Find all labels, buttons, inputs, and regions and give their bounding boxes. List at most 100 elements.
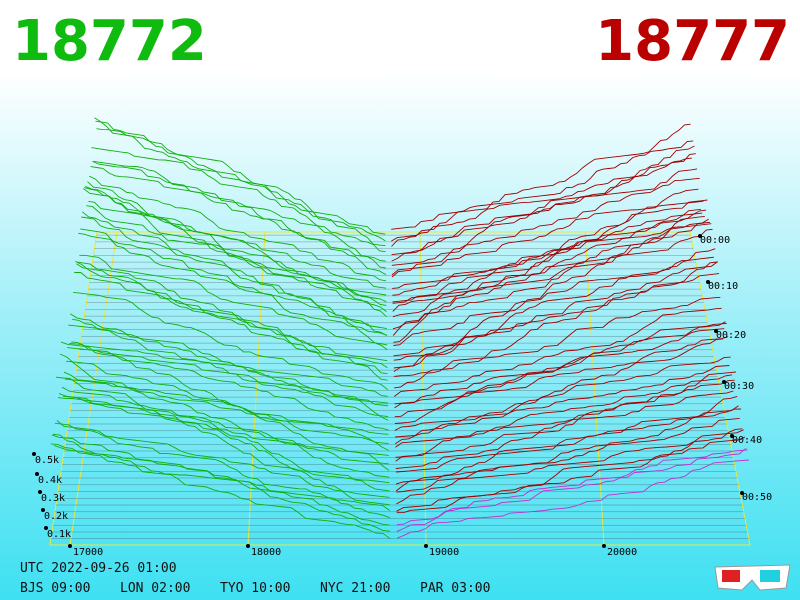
- tick-dot: [714, 329, 718, 333]
- 3d-glasses-icon: [714, 564, 791, 591]
- time-label: 00:20: [716, 330, 746, 341]
- ask-depth-line: [391, 140, 694, 247]
- tick-dot: [740, 491, 744, 495]
- price-label: 17000: [73, 547, 103, 558]
- ask-depth-line: [395, 365, 730, 438]
- ask-depth-line: [395, 374, 733, 448]
- ask-depth-line: [392, 208, 701, 289]
- ask-depth-line: [396, 429, 744, 512]
- zone-time: PAR 03:00: [420, 581, 490, 596]
- tick-dot: [722, 380, 726, 384]
- red-lens: [722, 570, 740, 582]
- ask-depth-line: [391, 153, 696, 262]
- bid-depth-line: [54, 422, 390, 511]
- ask-depth-line: [391, 188, 699, 276]
- tick-dot: [68, 544, 72, 548]
- bid-depth-line: [50, 443, 391, 540]
- ask-price: 18777: [595, 9, 790, 74]
- bid-depth-line: [94, 117, 386, 247]
- ask-depth-line: [391, 177, 700, 278]
- ask-depth-line: [391, 145, 695, 256]
- depth-label: 0.5k: [35, 455, 59, 466]
- bid-depth-line: [90, 166, 387, 276]
- bid-depth-line: [79, 254, 388, 346]
- bid-depth-line: [68, 324, 389, 421]
- bid-depth-line: [73, 291, 388, 390]
- bid-depth-line: [80, 228, 388, 336]
- bid-depth-line: [95, 120, 386, 242]
- bid-depth-line: [67, 347, 389, 431]
- ask-depth-line: [394, 336, 729, 431]
- bid-depth-line: [84, 187, 387, 312]
- ask-depth-line: [392, 209, 707, 312]
- bid-depth-line: [92, 160, 386, 262]
- tick-dot: [698, 234, 702, 238]
- bid-depth-line: [86, 205, 387, 303]
- bid-depth-line: [55, 376, 390, 506]
- grid-line: [69, 231, 118, 546]
- ask-depth-line: [394, 322, 727, 424]
- tick-dot: [41, 508, 45, 512]
- ask-depth-line: [393, 261, 719, 372]
- bid-depth-line: [69, 313, 389, 407]
- depth-label: 0.4k: [38, 475, 62, 486]
- ask-depth-line: [396, 436, 746, 514]
- bid-depth-line: [57, 397, 390, 492]
- price-label: 18000: [251, 547, 281, 558]
- bid-depth-line: [69, 342, 389, 418]
- utc-time: UTC 2022-09-26 01:00: [20, 561, 177, 576]
- time-axis: 00:00 00:10 00:20 00:30 00:40 00:50: [698, 234, 772, 503]
- depth-axis: 0.5k 0.4k 0.3k 0.2k 0.1k: [32, 452, 71, 540]
- time-label: 00:00: [700, 235, 730, 246]
- ask-depth-line: [392, 199, 708, 318]
- bid-depth-line: [56, 420, 390, 498]
- tick-dot: [706, 280, 710, 284]
- depth-lines: [50, 117, 749, 540]
- price-label: 20000: [607, 547, 637, 558]
- ask-depth-line: [392, 215, 705, 304]
- ask-depth-line: [393, 261, 717, 369]
- ask-depth-line: [392, 221, 711, 336]
- ask-depth-line: [394, 321, 726, 418]
- ask-depth-line: [396, 449, 748, 532]
- bid-depth-line: [51, 434, 391, 532]
- bid-depth-line: [77, 261, 388, 362]
- ask-depth-line: [395, 371, 736, 469]
- ask-depth-line: [394, 356, 731, 445]
- ask-depth-line: [391, 123, 691, 230]
- ask-depth-line: [394, 296, 721, 389]
- zone-time: LON 02:00: [120, 581, 190, 596]
- ask-depth-line: [391, 168, 698, 266]
- tick-dot: [730, 434, 734, 438]
- grid-line: [584, 231, 605, 546]
- bid-depth-line: [75, 260, 388, 375]
- bid-depth-line: [91, 147, 386, 269]
- zone-time: TYO 10:00: [220, 581, 290, 596]
- time-label: 00:50: [742, 492, 772, 503]
- ask-depth-line: [392, 200, 704, 303]
- bid-depth-line: [53, 445, 390, 519]
- ask-depth-line: [395, 395, 738, 473]
- bid-depth-line: [59, 353, 390, 478]
- ask-depth-line: [391, 157, 692, 242]
- tick-dot: [602, 544, 606, 548]
- tick-dot: [35, 472, 39, 476]
- bid-depth-line: [89, 175, 387, 282]
- bid-depth-line: [58, 393, 390, 484]
- bid-depth-line: [60, 341, 390, 471]
- tick-dot: [44, 526, 48, 530]
- bid-depth-line: [52, 433, 390, 526]
- bid-depth-line: [83, 188, 387, 318]
- depth-label: 0.3k: [41, 493, 65, 504]
- tick-dot: [424, 544, 428, 548]
- zone-time: NYC 21:00: [320, 581, 390, 596]
- ask-depth-line: [394, 307, 722, 397]
- tick-dot: [246, 544, 250, 548]
- price-axis: 17000 18000 19000 20000: [68, 544, 637, 558]
- cyan-lens: [760, 570, 780, 582]
- ask-depth-line: [396, 459, 749, 539]
- bid-depth-line: [78, 232, 388, 350]
- ask-depth-line: [396, 428, 743, 505]
- ask-depth-line: [393, 228, 713, 346]
